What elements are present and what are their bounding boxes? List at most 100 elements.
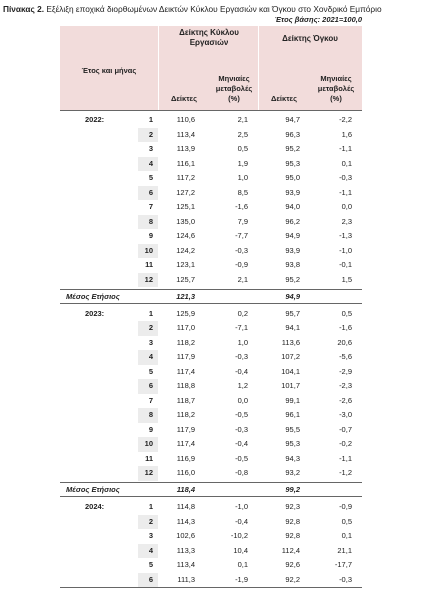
cell: 104,1 [281,366,300,376]
rule [60,110,362,111]
cell: -0,3 [235,352,248,361]
month: 9 [148,231,153,240]
cell: 111,3 [177,574,195,584]
cell: -0,2 [339,439,352,448]
cell: 2,1 [237,115,248,124]
cell: 118,7 [176,395,195,405]
row-shade [138,408,158,423]
column-header: Έτος και μήνας [81,66,137,75]
cell: 0,5 [341,308,352,318]
month: 10 [144,439,153,448]
cell: 7,9 [237,216,248,226]
cell: 95,0 [285,173,300,182]
cell: -7,7 [235,231,248,240]
rule [60,482,362,483]
month: 8 [148,216,153,226]
title-row: Πίνακας 2. Εξέλιξη εποχικά διορθωμένων Δ… [3,4,382,14]
cell: 94,1 [285,323,300,332]
month: 1 [148,308,153,318]
cell: 8,5 [237,187,248,197]
cell: 95,7 [285,308,300,318]
cell: 112,4 [281,545,300,555]
month: 12 [144,468,153,477]
divider [258,26,259,110]
cell: 102,6 [176,531,195,540]
cell: 117,2 [176,173,195,182]
average-label: Μέσος Ετήσιος [66,291,120,301]
cell: 93,9 [285,187,300,197]
table-title: Εξέλιξη εποχικά διορθωμένων Δεικτών Κύκλ… [46,4,382,14]
cell: 96,2 [285,216,300,226]
row-shade [138,243,158,258]
cell: 113,3 [176,545,195,555]
cell: -0,9 [235,260,248,269]
cell: 114,8 [176,502,195,511]
year-label: 2022: [85,115,105,124]
cell: 1,0 [237,173,248,182]
cell: 99,1 [285,395,300,405]
column-header: Μηνιαίες μεταβολές (%) [317,74,355,103]
average-value: 94,9 [285,291,300,301]
row-shade [138,514,158,529]
table-label: Πίνακας 2. [3,4,45,14]
cell: 116,9 [176,453,195,463]
cell: -0,1 [339,260,352,269]
cell: 95,3 [285,439,300,448]
cell: 124,2 [176,245,195,255]
cell: 93,2 [285,468,300,477]
month: 3 [148,531,153,540]
cell: -0,5 [235,453,248,463]
cell: 118,2 [176,410,195,419]
row-shade [138,185,158,200]
cell: -2,2 [339,115,352,124]
cell: 94,7 [285,115,300,124]
cell: -0,5 [235,410,248,419]
cell: -1,6 [235,202,248,211]
cell: 0,0 [237,395,248,405]
rule [60,496,362,497]
cell: 101,7 [281,381,300,390]
month: 6 [148,187,153,197]
month: 4 [148,352,153,361]
month: 10 [144,245,153,255]
cell: 92,8 [285,516,300,526]
cell: 95,2 [285,144,300,153]
cell: 124,6 [176,231,195,240]
cell: 2,5 [237,129,248,139]
cell: 113,4 [176,129,195,139]
cell: -1,1 [339,187,352,197]
cell: -1,6 [339,323,352,332]
cell: -0,8 [235,468,248,477]
month: 7 [148,395,153,405]
cell: 1,9 [237,158,248,168]
cell: 2,1 [237,274,248,284]
cell: 117,9 [176,352,195,361]
cell: -0,7 [339,424,352,434]
cell: 96,3 [285,129,300,139]
cell: 94,3 [285,453,300,463]
cell: 113,9 [176,144,195,153]
cell: 93,9 [285,245,300,255]
row-shade [138,156,158,171]
cell: -0,3 [339,574,352,584]
month: 7 [148,202,153,211]
cell: 0,5 [237,144,248,153]
cell: 92,2 [285,574,300,584]
row-shade [138,350,158,365]
cell: 10,4 [233,545,248,555]
cell: 1,5 [341,274,352,284]
divider [158,26,159,110]
month: 5 [148,366,153,376]
cell: 125,7 [176,274,195,284]
cell: 113,4 [176,560,195,569]
cell: 116,0 [176,468,195,477]
cell: 135,0 [176,216,195,226]
cell: -17,7 [334,560,352,569]
cell: -7,1 [235,323,248,332]
cell: -0,9 [339,502,352,511]
cell: -1,3 [339,231,352,240]
cell: 117,9 [176,424,195,434]
cell: 1,2 [237,381,248,390]
table-header [60,26,362,110]
year-label: 2023: [85,308,105,318]
